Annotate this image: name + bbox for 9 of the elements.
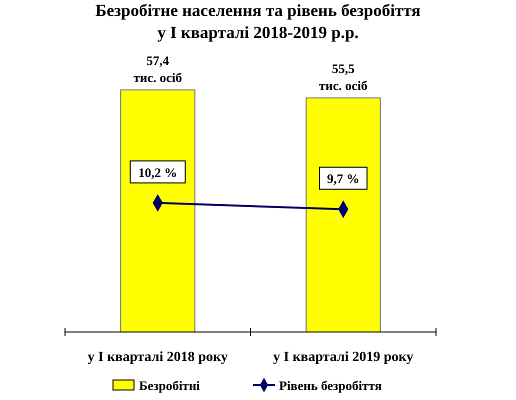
chart-title: Безробітне населення та рівень безробіття у І кварталі 2018-2019 р.р.	[95, 1, 421, 42]
x-tick-label: у І кварталі 2019 року	[273, 350, 414, 365]
data-label: 9,7 %	[327, 171, 360, 186]
data-label: 57,4 тис. осіб	[133, 52, 183, 85]
x-tick-label: у І кварталі 2018 року	[88, 350, 228, 365]
data-label: 10,2 %	[138, 164, 178, 180]
legend-label: Рівень безробіття	[279, 378, 382, 393]
legend-label: Безробітні	[139, 378, 200, 393]
data-label: 55,5 тис. осіб	[318, 60, 368, 93]
